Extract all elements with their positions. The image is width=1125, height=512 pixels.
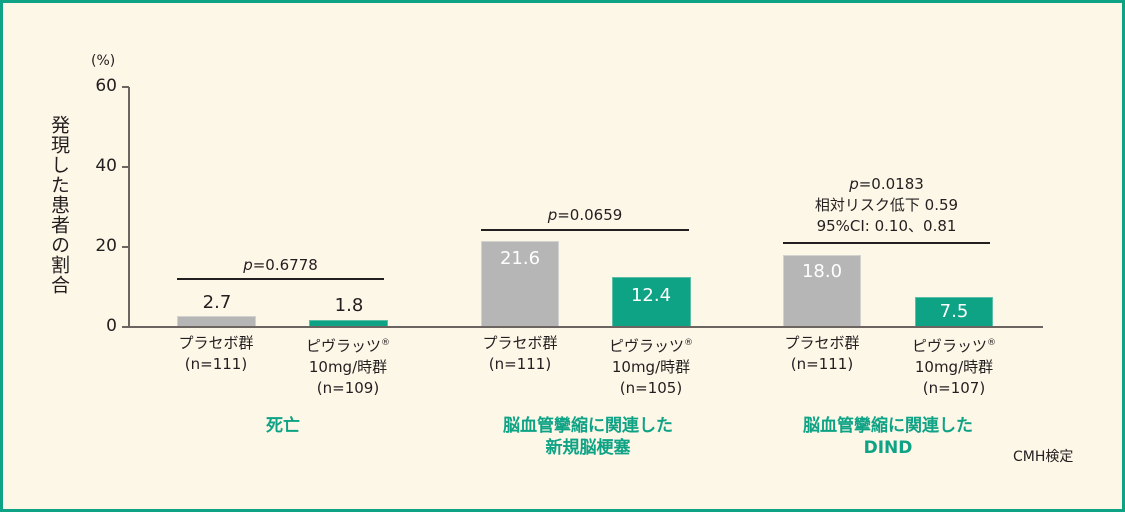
bar-value: 7.5 [939,301,969,322]
y-tick-mark [122,326,129,328]
bar-placebo-dind [783,255,861,327]
y-tick-40: 40 [95,156,117,176]
bar-value: 2.7 [202,292,232,313]
p-value-infarction: p=0.0659 [547,206,623,224]
bar-value: 1.8 [334,295,364,316]
x-label-drug: ピヴラッツ® 10mg/時群 (n=105) [608,337,693,397]
comparison-bracket [783,242,990,244]
bar-drug-infarction [612,277,691,327]
stats-dind: p=0.0183 相対リスク低下 0.59 95%CI: 0.10、0.81 [814,175,959,235]
y-tick-mark [122,246,129,248]
category-dind: 脳血管攣縮に関連した DIND [803,416,973,458]
bar-value: 18.0 [801,261,843,282]
x-label-drug: ピヴラッツ® 10mg/時群 (n=107) [911,337,996,397]
y-tick-20: 20 [95,236,117,256]
comparison-bracket [481,229,689,231]
y-axis-line [128,87,130,327]
x-label-drug: ピヴラッツ® 10mg/時群 (n=109) [305,337,390,397]
y-unit-label: (%) [91,53,116,69]
y-tick-60: 60 [95,76,117,96]
bar-value: 21.6 [499,248,541,269]
category-death: 死亡 [266,416,300,436]
x-label-placebo: プラセボ群 (n=111) [784,334,860,373]
y-tick-mark [122,86,129,88]
comparison-bracket [177,278,384,280]
category-infarction: 脳血管攣縮に関連した 新規脳梗塞 [503,416,673,458]
bar-placebo-infarction [481,241,559,327]
bar-value: 12.4 [630,285,672,306]
y-tick-0: 0 [106,316,117,336]
x-axis-line [128,326,1043,328]
x-label-placebo: プラセボ群 (n=111) [482,334,558,373]
x-label-placebo: プラセボ群 (n=111) [178,334,254,373]
p-value-death: p=0.6778 [243,256,318,274]
footnote-test: CMH検定 [1013,449,1074,465]
y-axis-title: 発現した患者の割合 [48,115,70,295]
y-tick-mark [122,166,129,168]
